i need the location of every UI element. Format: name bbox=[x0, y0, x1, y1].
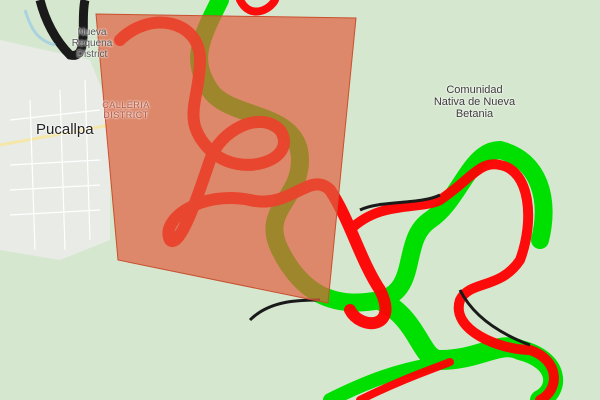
river-water-northwest bbox=[23, 9, 56, 47]
street-grid bbox=[9, 79, 101, 251]
label-pucallpa: Pucallpa bbox=[36, 121, 94, 138]
road bbox=[0, 123, 111, 147]
urban-area bbox=[0, 40, 110, 260]
label-calleria-district: CALLERIA DISTRICT bbox=[102, 100, 150, 120]
label-nueva-requena-district: Nueva Requena District bbox=[71, 27, 113, 60]
label-comunidad-nativa: Comunidad Nativa de Nueva Betania bbox=[433, 84, 516, 121]
river-northwest bbox=[35, 0, 90, 60]
selection-polygon-overlay[interactable] bbox=[95, 13, 357, 304]
